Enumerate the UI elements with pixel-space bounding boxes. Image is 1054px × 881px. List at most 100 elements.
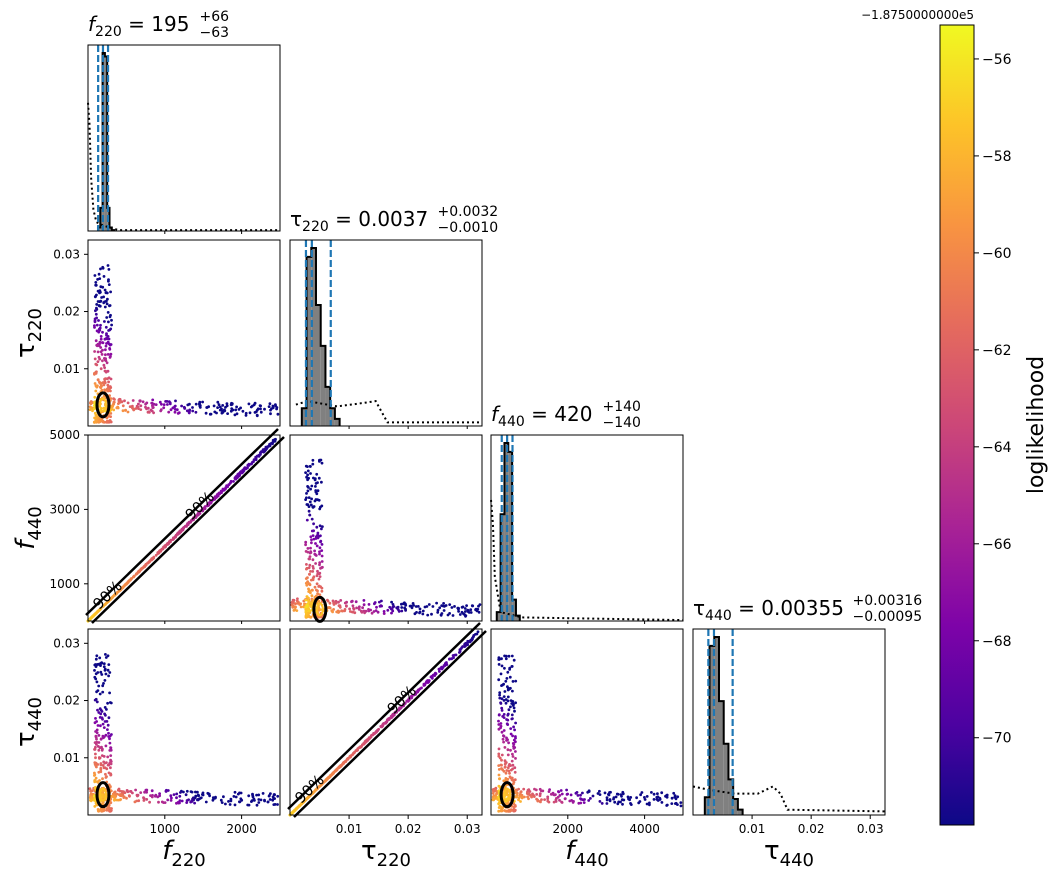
scatter-point xyxy=(533,787,536,791)
scatter-point xyxy=(95,700,99,704)
contour-90 xyxy=(95,391,111,419)
scatter-point xyxy=(304,550,308,553)
title-part: 440 xyxy=(498,414,525,430)
scatter-point xyxy=(104,653,107,656)
scatter-point xyxy=(164,400,168,403)
scatter-point xyxy=(93,698,97,702)
scatter-point xyxy=(372,610,376,613)
scatter-point xyxy=(98,656,102,660)
scatter-point xyxy=(104,348,107,352)
scatter-point xyxy=(430,612,433,616)
contour-50 xyxy=(315,602,324,617)
scatter-point xyxy=(619,800,622,804)
y-axis-label-tau440-symbol: τ xyxy=(11,731,41,747)
scatter-point xyxy=(156,795,160,799)
scatter-point xyxy=(315,544,319,548)
scatter-point xyxy=(88,787,92,791)
scatter-point xyxy=(227,483,231,487)
scatter-point xyxy=(94,312,98,316)
scatter-point xyxy=(379,725,383,728)
scatter-point xyxy=(307,557,311,561)
scatter-point xyxy=(94,309,97,313)
scatter-point xyxy=(194,410,198,414)
y-tick-label: 0.01 xyxy=(53,751,80,765)
scatter-point xyxy=(99,350,103,354)
scatter-point xyxy=(418,607,422,611)
panel-title-tau220: τ220 = 0.0037 xyxy=(290,207,428,235)
scatter-point xyxy=(530,795,533,799)
scatter-point xyxy=(355,606,358,610)
scatter-point xyxy=(502,713,506,716)
scatter-point xyxy=(320,480,323,484)
scatter-point xyxy=(512,747,516,750)
scatter-point xyxy=(506,688,510,692)
scatter-point xyxy=(185,789,189,793)
scatter-point xyxy=(309,535,313,539)
scatter-point xyxy=(99,367,103,371)
scatter-point xyxy=(100,673,104,676)
scatter-point xyxy=(93,663,97,667)
scatter-point xyxy=(153,794,157,798)
scatter-point xyxy=(405,699,409,703)
scatter-point xyxy=(96,289,100,293)
scatter-point xyxy=(93,372,96,376)
scatter-point xyxy=(316,592,319,595)
scatter-point xyxy=(104,656,108,659)
scatter-point xyxy=(101,341,104,344)
scatter-point xyxy=(106,728,109,731)
y-tick-label: 0.02 xyxy=(53,694,80,708)
scatter-point xyxy=(305,518,309,522)
title-part: = 0.0037 xyxy=(329,207,428,231)
scatter-point xyxy=(311,534,315,537)
scatter-point xyxy=(236,792,240,796)
scatter-point xyxy=(539,789,543,793)
scatter-point xyxy=(497,678,501,682)
scatter-point xyxy=(514,795,517,798)
scatter-point xyxy=(316,572,320,575)
scatter-point xyxy=(513,770,517,774)
scatter-point xyxy=(463,643,466,646)
marginal-panel-f440: f440 = 420 +140−140 xyxy=(490,399,684,624)
scatter-point xyxy=(535,793,539,796)
scatter-point xyxy=(116,788,120,792)
scatter-point xyxy=(103,381,107,385)
scatter-point xyxy=(105,316,109,319)
scatter-point xyxy=(499,702,503,705)
panel-title-tau440: τ440 = 0.00355 xyxy=(693,596,844,624)
scatter-point xyxy=(360,610,364,614)
scatter-point xyxy=(177,801,180,805)
scatter-point xyxy=(318,550,321,554)
scatter-point xyxy=(101,789,105,793)
scatter-point xyxy=(294,602,297,606)
scatter-point xyxy=(102,665,106,669)
scatter-point xyxy=(299,605,303,609)
scatter-point xyxy=(220,801,224,804)
scatter-point xyxy=(546,797,550,801)
scatter-point xyxy=(565,788,568,792)
scatter-point xyxy=(497,747,501,751)
scatter-point xyxy=(160,402,163,406)
scatter-point xyxy=(98,716,102,719)
scatter-point xyxy=(100,296,103,299)
scatter-point xyxy=(431,605,435,608)
scatter-point xyxy=(98,692,102,696)
histogram-bar xyxy=(330,408,335,426)
scatter-point xyxy=(616,792,620,796)
scatter-point xyxy=(319,608,322,611)
x-tick-label: 2000 xyxy=(553,822,584,836)
scatter-point xyxy=(93,774,96,777)
scatter-point xyxy=(506,753,510,757)
scatter-point xyxy=(109,352,113,356)
scatter-point xyxy=(497,795,501,798)
scatter-point xyxy=(457,607,460,611)
title-plus-error: +140 xyxy=(603,399,641,415)
scatter-point xyxy=(312,537,316,541)
scatter-point xyxy=(102,766,106,770)
scatter-point xyxy=(310,517,314,521)
scatter-point xyxy=(259,407,262,411)
scatter-point xyxy=(101,265,105,269)
scatter-point xyxy=(107,735,110,738)
histogram-bar xyxy=(508,451,513,621)
scatter-point xyxy=(95,329,99,333)
scatter-point xyxy=(263,799,266,803)
